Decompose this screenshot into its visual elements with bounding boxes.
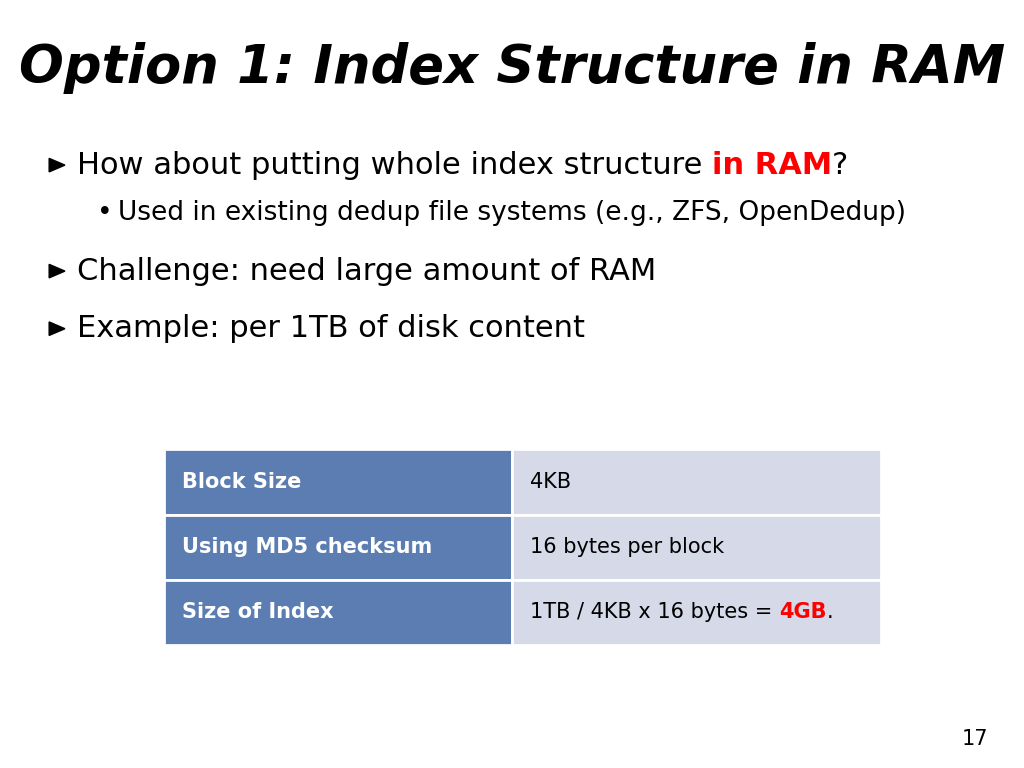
- Text: Using MD5 checksum: Using MD5 checksum: [182, 537, 432, 558]
- Polygon shape: [49, 158, 65, 172]
- Text: 16 bytes per block: 16 bytes per block: [530, 537, 725, 558]
- Text: Example: per 1TB of disk content: Example: per 1TB of disk content: [77, 314, 585, 343]
- Text: in RAM: in RAM: [712, 151, 833, 180]
- Text: 4GB: 4GB: [779, 602, 827, 623]
- Polygon shape: [49, 322, 65, 336]
- Bar: [164, 580, 512, 645]
- Text: Block Size: Block Size: [182, 472, 302, 492]
- Text: 4KB: 4KB: [530, 472, 571, 492]
- Text: Used in existing dedup file systems (e.g., ZFS, OpenDedup): Used in existing dedup file systems (e.g…: [118, 200, 906, 226]
- Text: •: •: [97, 200, 113, 226]
- Text: 1TB / 4KB x 16 bytes =: 1TB / 4KB x 16 bytes =: [530, 602, 779, 623]
- Text: 17: 17: [962, 729, 988, 749]
- Bar: [512, 449, 881, 515]
- Bar: [512, 515, 881, 580]
- Text: Option 1: Index Structure in RAM: Option 1: Index Structure in RAM: [18, 42, 1006, 94]
- Text: Challenge: need large amount of RAM: Challenge: need large amount of RAM: [77, 257, 656, 286]
- Text: Size of Index: Size of Index: [182, 602, 334, 623]
- Text: How about putting whole index structure: How about putting whole index structure: [77, 151, 712, 180]
- Text: .: .: [827, 602, 834, 623]
- Bar: [512, 580, 881, 645]
- Bar: [164, 515, 512, 580]
- Text: ?: ?: [833, 151, 849, 180]
- Bar: [164, 449, 512, 515]
- Polygon shape: [49, 264, 65, 278]
